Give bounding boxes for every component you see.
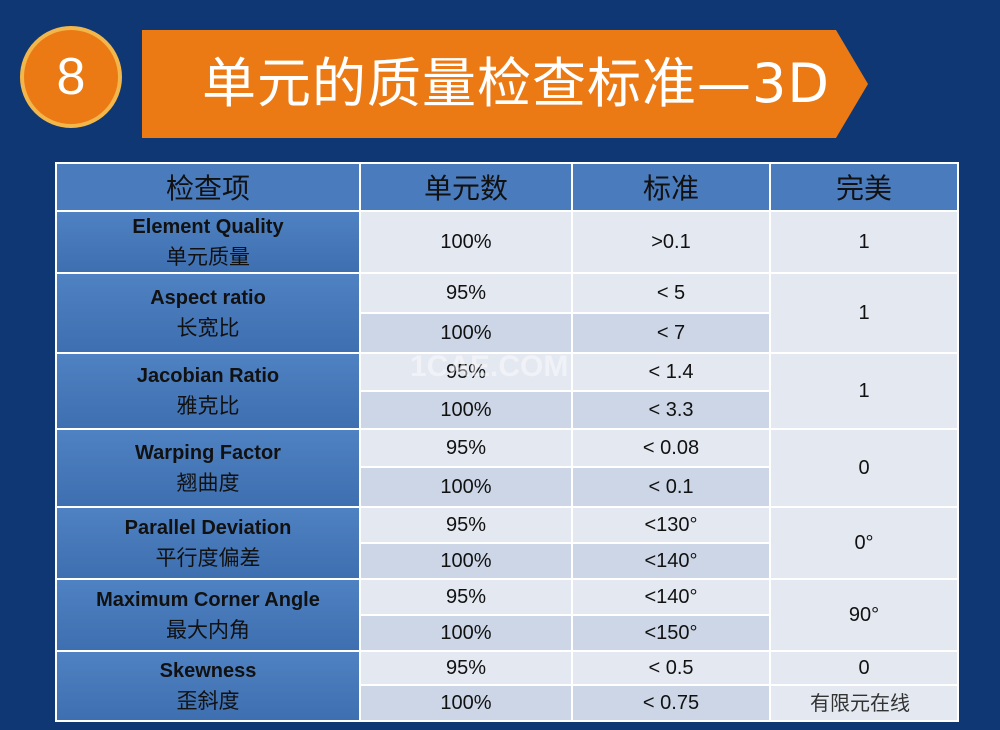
table-row: Parallel Deviation 平行度偏差 95% <130° 0°	[55, 506, 959, 580]
table-row: 100% < 0.1	[56, 466, 958, 508]
table-row: 100% < 3.3	[56, 390, 958, 430]
check-item-zh: 平行度偏差	[155, 546, 261, 570]
check-item-cell: Aspect ratio 长宽比	[55, 272, 361, 354]
perfect-cell: 1	[769, 272, 959, 354]
count-cell: 100%	[359, 542, 573, 580]
standard-cell: < 0.75	[571, 684, 771, 722]
check-item-cell: Jacobian Ratio 雅克比	[55, 352, 361, 430]
standard-cell: < 0.1	[571, 466, 771, 508]
column-header-item: 检查项	[55, 162, 361, 212]
column-header-perfect: 完美	[769, 162, 959, 212]
check-item-cell: Maximum Corner Angle 最大内角	[55, 578, 361, 652]
standard-cell: < 3.3	[571, 390, 771, 430]
quality-standard-table: 检查项 单元数 标准 完美 Element Quality 单元质量 100% …	[55, 162, 959, 722]
column-header-standard: 标准	[571, 162, 771, 212]
check-item-zh: 歪斜度	[176, 689, 240, 713]
standard-cell: < 0.5	[571, 650, 771, 686]
watermark: 1CAE.COM	[410, 350, 569, 383]
check-item-zh: 雅克比	[176, 394, 240, 418]
check-item-en: Maximum Corner Angle	[96, 589, 320, 611]
perfect-cell-empty	[769, 684, 959, 722]
table-row: 100% < 0.75	[56, 684, 959, 722]
perfect-cell: 0°	[769, 506, 959, 580]
table-row: 100% <150°	[56, 614, 958, 652]
count-cell: 95%	[359, 506, 573, 544]
table-row: Warping Factor 翘曲度 95% < 0.08 0	[55, 428, 959, 508]
check-item-cell: Parallel Deviation 平行度偏差	[55, 506, 361, 580]
standard-cell: <140°	[571, 542, 771, 580]
perfect-cell: 1	[769, 352, 959, 430]
check-item-cell: Warping Factor 翘曲度	[55, 428, 361, 508]
check-item-en: Warping Factor	[135, 442, 281, 464]
count-cell: 95%	[359, 428, 573, 468]
check-item-zh: 翘曲度	[176, 471, 240, 495]
page-title: 单元的质量检查标准—3D	[202, 52, 830, 115]
standard-cell: < 5	[571, 272, 771, 314]
check-item-en: Jacobian Ratio	[136, 365, 280, 387]
title-banner	[142, 30, 868, 138]
check-item-cell: Element Quality 单元质量	[55, 210, 361, 274]
check-item-en: Parallel Deviation	[124, 517, 292, 539]
count-cell: 95%	[359, 578, 573, 616]
table-row: Aspect ratio 长宽比 95% < 5 1	[55, 272, 959, 354]
check-item-en: Aspect ratio	[150, 287, 266, 309]
standard-cell: <150°	[571, 614, 771, 652]
check-item-en: Element Quality	[132, 216, 284, 238]
check-item-zh: 最大内角	[166, 618, 250, 642]
perfect-cell: 0	[769, 428, 959, 508]
column-header-count: 单元数	[359, 162, 573, 212]
standard-cell: < 1.4	[571, 352, 771, 392]
perfect-cell: 1	[769, 210, 959, 274]
check-item-zh: 单元质量	[166, 245, 250, 269]
table-row: Maximum Corner Angle 最大内角 95% <140° 90°	[55, 578, 959, 652]
check-item-zh: 长宽比	[176, 316, 240, 340]
table-row: 100% <140°	[56, 542, 958, 580]
standard-cell: < 7	[571, 312, 771, 354]
table-row: Element Quality 单元质量 100% >0.1 1	[55, 210, 959, 274]
corner-watermark: 有限元在线	[810, 691, 910, 715]
count-cell: 100%	[359, 390, 573, 430]
count-cell: 100%	[359, 466, 573, 508]
standard-cell: < 0.08	[571, 428, 771, 468]
count-cell: 100%	[359, 312, 573, 354]
table-row: 100% < 7	[56, 312, 958, 354]
count-cell: 100%	[359, 614, 573, 652]
table-row: Jacobian Ratio 雅克比 95% < 1.4 1	[55, 352, 959, 430]
table-header-row: 检查项 单元数 标准 完美	[55, 162, 959, 212]
standard-cell: >0.1	[571, 210, 771, 274]
count-cell: 100%	[359, 684, 573, 722]
perfect-cell: 90°	[769, 578, 959, 652]
standard-cell: <140°	[571, 578, 771, 616]
standard-cell: <130°	[571, 506, 771, 544]
check-item-cell: Skewness 歪斜度	[55, 650, 361, 722]
perfect-cell: 0	[769, 650, 959, 686]
count-cell: 95%	[359, 650, 573, 686]
count-cell: 100%	[359, 210, 573, 274]
check-item-en: Skewness	[159, 660, 257, 682]
section-number-badge: 8	[20, 26, 122, 128]
count-cell: 95%	[359, 352, 573, 392]
count-cell: 95%	[359, 272, 573, 314]
table-row: Skewness 歪斜度 95% < 0.5 0	[55, 650, 959, 722]
